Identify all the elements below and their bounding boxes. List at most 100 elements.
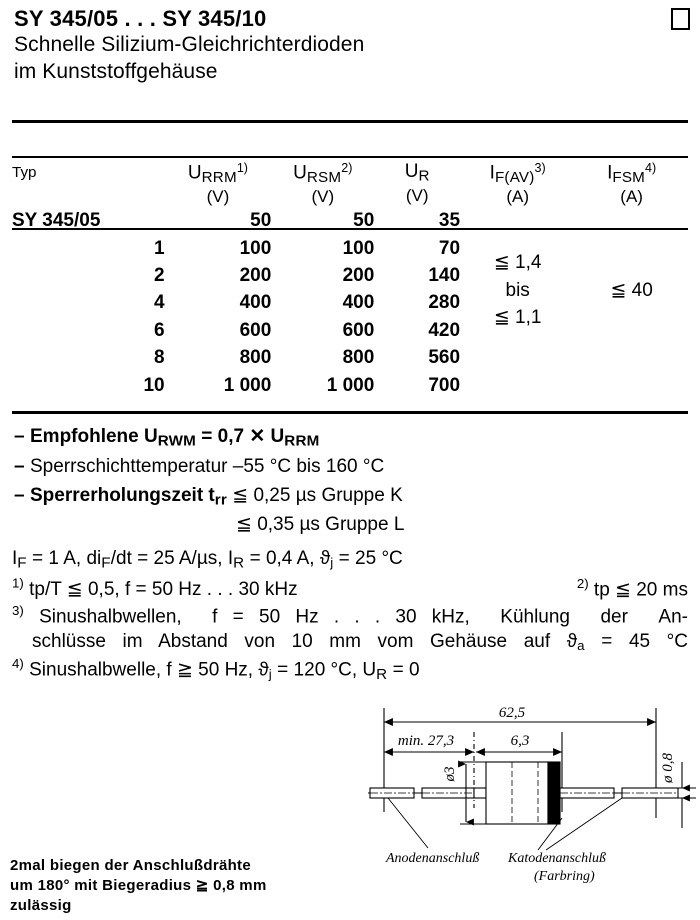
footnote-3-line-2: schlüsse im Abstand von 10 mm vom Gehäus… [32,631,688,654]
footnote-4-marker: 4) [12,655,24,671]
cell-ur: 70 [438,237,461,259]
cell-ursm: 600 [342,319,375,341]
conditions-block: IF = 1 A, diF/dt = 25 A/µs, IR = 0,4 A, … [12,546,688,685]
col-header-ifav-unit: (A) [506,187,529,207]
cell-urrm: 50 [250,210,272,232]
bending-note-line-2: um 180° mit Biegeradius ≧ 0,8 mm [10,877,267,895]
page-title: SY 345/05 . . . SY 345/10 [14,6,267,31]
divider-table-bottom [12,411,688,414]
cell-ifav-group: ≦ 1,4 bis ≦ 1,1 [460,207,575,399]
footnote-3-marker: 3) [12,602,24,618]
label-cathode-terminal: Katodenanschluß [507,851,606,866]
table-row: 6 600 600 420 [12,317,688,344]
col-header-urrm-symbol: U [187,162,202,184]
cell-urrm: 800 [239,347,272,369]
cell-ur: 700 [428,374,461,396]
footnote-row-1-2: 1) tp/T ≦ 0,5, f = 50 Hz . . . 30 kHz 2)… [12,575,688,602]
label-cathode-colour-ring: (Farbring) [534,869,595,884]
cell-typ: 1 [154,237,165,259]
parameter-bullets: – Empfohlene URWM = 0,7 ✕ URRM – Sperrschi… [14,424,674,539]
bullet-reverse-recovery: – Sperrerholungszeit trr ≦ 0,25 µs Gruppe… [14,483,674,511]
bending-note-line-3: zulässig [10,897,72,915]
bullet-junction-temp-text: Sperrschichttemperatur –55 °C bis 160 °C [30,455,385,477]
bullet-trr-text: Sperrerholungszeit t [30,484,215,506]
ifav-value-upper: ≦ 1,4 [493,252,542,274]
table-body: SY 345/05 50 50 35 ≦ 1,4 bis ≦ 1,1 ≦ 40 … [12,207,688,399]
col-header-ursm-symbol: U [293,162,307,184]
ifav-value-bis: bis [505,279,530,301]
cell-urrm: 100 [239,237,272,259]
dimension-body-length: 6,3 [511,733,530,749]
footnote-2-text: tp ≦ 20 ms [593,578,688,600]
cell-typ: SY 345/05 [12,210,101,232]
bending-note-line-1: 2mal biegen der Anschlußdrähte [10,857,251,874]
table-row: 4 400 400 280 [12,289,688,316]
col-header-ur-symbol: U [404,161,419,182]
col-header-ifav-sub: F(AV) [494,169,535,187]
cell-ur: 560 [428,347,461,369]
bullet-trr-sub: rr [214,491,227,509]
cell-typ: 8 [154,347,165,369]
dimension-total-length: 62,5 [499,705,526,721]
cell-typ: 2 [154,265,165,287]
bullet-dash: – [14,484,25,506]
col-header-ursm: URSM2) (V) [271,161,374,207]
table-row: 10 1 000 1 000 700 [12,372,688,399]
cell-ursm: 200 [342,265,375,287]
cell-ur: 140 [428,265,461,287]
table-row: 8 800 800 560 [12,344,688,371]
table-header-row: Typ URRM1) (V) URSM2) (V) UR (V) IF(AV)3… [12,161,688,207]
package-outline-drawing: 62,5 min. 27,3 6,3 ø3 ø 0,8 Anodenanschl… [366,700,696,915]
bullet-urwm-sub: RWM [157,432,197,450]
col-header-urrm-sub: RRM [201,169,237,187]
bullet-junction-temp: – Sperrschichttemperatur –55 °C bis 160 °… [14,454,674,481]
col-header-ursm-unit: (V) [311,187,335,207]
footnote-2-marker: 2) [576,575,589,591]
cell-ifsm-group: ≦ 40 [575,207,688,399]
cell-ur: 420 [428,319,461,341]
empty-square-icon [671,8,690,30]
bullet-urwm-rest: = 0,7 ✕ U [196,426,285,447]
footnote-1-text: tp/T ≦ 0,5, f = 50 Hz . . . 30 kHz [29,578,298,600]
bending-note: 2mal biegen der Anschlußdrähte um 180° m… [10,856,350,916]
col-header-typ-label: Typ [12,164,37,181]
col-header-ifsm-unit: (A) [620,187,643,207]
measurement-conditions: IF = 1 A, diF/dt = 25 A/µs, IR = 0,4 A, … [12,548,403,572]
subtitle-line-2: im Kunststoffgehäuse [14,59,218,83]
specifications-table: Typ URRM1) (V) URSM2) (V) UR (V) IF(AV)3… [12,161,688,399]
col-header-urrm-unit: (V) [206,187,230,207]
divider-header [12,156,688,158]
cell-urrm: 1 000 [223,374,272,396]
col-header-urrm-footmark: 1) [236,161,248,175]
bullet-urwm-sub2: RRM [284,432,320,450]
col-header-ifsm-symbol: I [607,162,613,184]
cell-typ: 10 [143,374,165,396]
dimension-body-diameter: ø3 [442,767,458,783]
cell-ur: 35 [438,210,461,232]
footnote-3-line-1: 3) Sinushalbwellen, f = 50 Hz . . . 30 k… [12,602,688,627]
col-header-ifsm-sub: FSM [612,169,646,187]
col-header-ur-sub: R [418,167,430,185]
col-header-urrm: URRM1) (V) [165,161,272,207]
col-header-typ: Typ [12,162,165,207]
table-row: SY 345/05 50 50 35 ≦ 1,4 bis ≦ 1,1 ≦ 40 [12,207,688,328]
cell-ur: 280 [428,292,461,314]
col-header-ur: UR (V) [374,162,460,207]
col-header-ursm-footmark: 2) [341,161,353,175]
table-head: Typ URRM1) (V) URSM2) (V) UR (V) IF(AV)3… [12,161,688,207]
table-row: 1 100 100 70 [12,235,688,262]
cell-ursm: 400 [342,292,375,314]
col-header-ifav: IF(AV)3) (A) [460,161,575,207]
col-header-ur-unit: (V) [405,185,429,205]
subtitle-line-1: Schnelle Silizium-Gleichrichterdioden [14,33,365,56]
cell-urrm: 400 [239,292,272,314]
cell-ursm: 800 [342,347,375,369]
bullet-trr-rest: ≦ 0,25 µs Gruppe K [226,484,403,506]
cell-ursm: 50 [353,210,375,232]
col-header-ursm-sub: RSM [306,169,342,187]
dimension-wire-diameter: ø 0,8 [660,753,676,785]
footnote-1-marker: 1) [12,575,24,591]
bullet-urwm: – Empfohlene URWM = 0,7 ✕ URRM [14,424,674,452]
cell-ursm: 100 [342,237,375,259]
dimension-lead-min: min. 27,3 [398,733,454,749]
